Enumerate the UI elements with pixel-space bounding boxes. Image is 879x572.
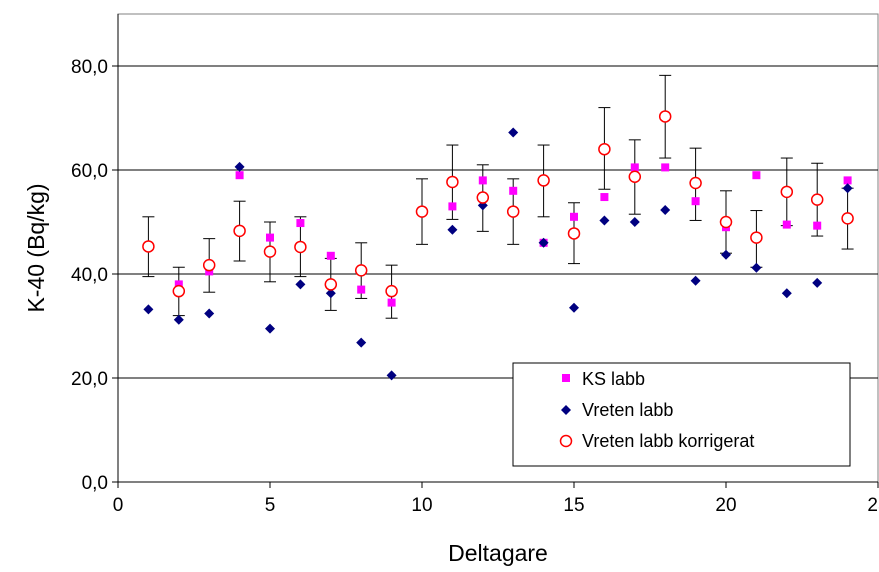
vreten-labb-point [721,249,731,260]
y-tick-label: 40,0 [71,265,108,286]
x-tick-label: 5 [265,495,276,516]
vreten-labb-korrigerat-point [142,240,155,253]
ks-labb-point [782,220,791,229]
vreten-labb-korrigerat-point [233,224,246,238]
ks-labb-point [570,212,578,221]
ks-labb-point [326,251,335,260]
vreten-labb-korrigerat-point [354,264,368,277]
vreten-labb-korrigerat-point [598,142,611,156]
vreten-labb-point [599,215,610,226]
ks-labb-point [448,202,457,211]
vreten-labb-korrigerat-point [506,205,520,218]
vreten-labb-korrigerat-point [324,278,338,291]
vreten-labb-korrigerat-point [172,284,186,298]
axes [117,14,878,483]
vreten-labb-korrigerat-point [415,205,429,218]
vreten-labb-korrigerat-point [446,175,459,189]
vreten-labb-point [690,275,701,286]
vreten-labb-korrigerat-point [263,245,277,258]
vreten-labb-point [234,161,245,172]
vreten-labb-point [356,337,367,348]
vreten-labb-point [173,314,184,325]
vreten-labb-point [508,127,519,138]
vreten-labb-point [265,323,275,334]
x-tick-label: 0 [113,495,124,516]
x-tick-label: 20 [715,495,736,516]
x-tick-label: 25 [867,495,879,516]
vreten-labb-korrigerat-point [719,215,733,229]
vreten-labb-point [781,288,792,299]
legend-swatch-vreten-labb [561,405,571,415]
y-axis-title: K-40 (Bq/kg) [23,183,49,312]
y-tick-label: 20,0 [71,369,108,390]
legend-label-vreten-labb-korrigerat: Vreten labb korrigerat [582,431,754,451]
vreten-labb-point [386,370,397,381]
vreten-labb-korrigerat-point [658,110,672,123]
vreten-labb-korrigerat-point [841,212,854,225]
y-tick-label: 0,0 [82,473,108,494]
x-axis-title: Deltagare [448,540,548,566]
ks-labb-point [266,233,274,242]
vreten-labb-point [569,302,579,313]
ks-labb-point [509,186,518,195]
ks-labb-point [752,171,761,180]
x-ticks: 0 5 10 15 20 25 [113,482,879,516]
ks-labb-point [600,193,609,202]
legend-label-vreten-labb: Vreten labb [582,400,673,420]
vreten-labb-point [629,217,640,227]
vreten-labb-point [538,237,549,248]
vreten-labb-korrigerat-point [202,258,216,272]
legend-label-ks-labb: KS labb [582,369,645,389]
vreten-labb-korrigerat-point [810,193,824,206]
ks-labb-point [478,176,487,185]
vreten-labb-point [751,262,762,273]
ks-labb-point [357,285,366,294]
vreten-labb-point [447,224,458,235]
y-ticks: 0,0 20,0 40,0 60,0 80,0 [71,57,118,494]
legend: KS labb Vreten labb Vreten labb korriger… [512,362,851,467]
ks-labb-point [387,298,396,307]
vreten-labb-korrigerat-point [385,284,398,298]
x-tick-label: 10 [411,495,432,516]
vreten-labb-korrigerat-point [567,227,581,240]
legend-swatch-ks-labb [562,374,570,382]
vreten-labb-korrigerat-point [750,231,763,244]
ks-labb-point [296,219,305,228]
ks-labb-point [235,171,244,180]
ks-labb-point [630,163,639,172]
ks-labb-point [813,221,822,230]
vreten-labb-korrigerat-point [476,191,490,204]
vreten-labb-korrigerat-point [689,176,702,190]
ks-labb-point [691,197,700,206]
ks-labb-point [843,176,852,185]
x-tick-label: 15 [563,495,584,516]
vreten-labb-point [204,308,215,319]
vreten-labb-point [295,279,306,290]
ks-labb-point [174,280,183,289]
vreten-labb-korrigerat-point [780,185,794,199]
data-markers [142,110,854,381]
y-tick-label: 80,0 [71,57,108,78]
vreten-labb-point [325,288,336,299]
vreten-labb-point [842,183,853,194]
vreten-labb-point [143,304,154,315]
vreten-labb-korrigerat-point [294,240,307,254]
vreten-labb-point [812,277,823,288]
ks-labb-point [661,163,670,172]
legend-swatch-vreten-labb-korrigerat [559,434,573,448]
vreten-labb-korrigerat-point [537,174,550,187]
vreten-labb-point [660,205,671,216]
vreten-labb-korrigerat-point [628,170,642,184]
y-tick-label: 60,0 [71,161,108,182]
